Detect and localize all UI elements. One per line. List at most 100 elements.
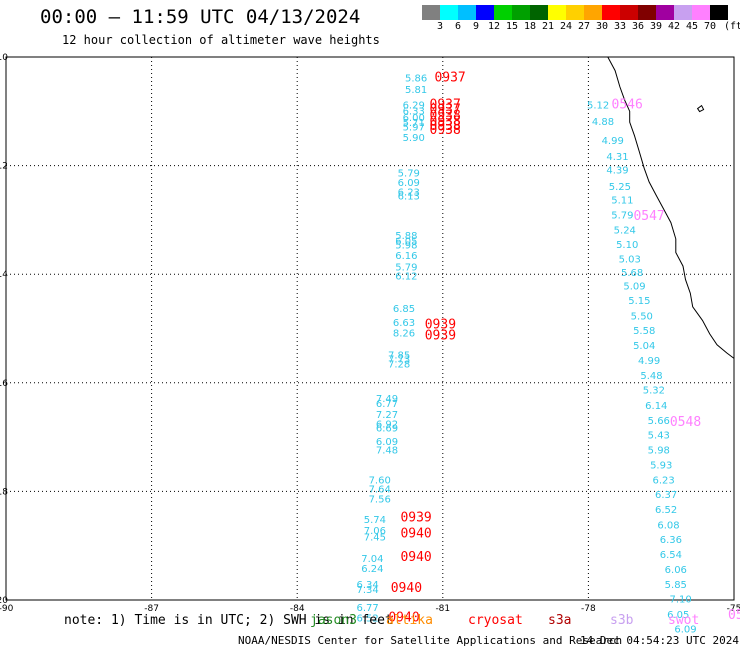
legend-swatch: [458, 5, 476, 20]
legend-label: 42: [667, 21, 681, 32]
wave-height-label: 7.73: [388, 355, 410, 366]
time-label: 0548: [670, 415, 701, 430]
legend-swatch: [512, 5, 530, 20]
wave-height-label: 5.98: [395, 241, 417, 252]
wave-height-label: 6.05: [395, 236, 417, 247]
wave-height-label: 7.48: [376, 445, 398, 456]
legend-swatch: [584, 5, 602, 20]
satellite-name: jason3: [310, 613, 357, 628]
wave-height-label: 5.12: [587, 101, 609, 112]
time-label: 0938: [430, 123, 461, 138]
time-label: 0940: [400, 550, 431, 565]
legend-label: 9: [472, 21, 480, 32]
wave-height-label: 5.98: [648, 445, 670, 456]
legend-label: 39: [649, 21, 663, 32]
wave-height-label: 6.23: [652, 475, 674, 486]
time-label: 0939: [425, 328, 456, 343]
legend-label: 36: [631, 21, 645, 32]
wave-height-label: 5.10: [616, 240, 638, 251]
wave-height-label: 6.09: [674, 625, 696, 636]
wave-height-label: 5.58: [633, 326, 655, 337]
satellite-name: s3b: [610, 613, 634, 628]
legend-label: 33: [613, 21, 627, 32]
wave-height-label: 5.11: [611, 196, 633, 207]
wave-height-label: 7.27: [376, 410, 398, 421]
time-label: 0939: [400, 510, 431, 525]
wave-height-label: 6.16: [395, 251, 417, 262]
legend-swatch: [548, 5, 566, 20]
wave-height-label: 6.29: [403, 101, 425, 112]
wave-height-label: 5.79: [395, 262, 417, 273]
map-grid: [6, 57, 734, 600]
time-label: 0938: [430, 114, 461, 129]
wave-height-label: 6.36: [660, 535, 682, 546]
legend-swatch: [494, 5, 512, 20]
satellite-name: swot: [668, 613, 700, 628]
legend-unit: (ft): [724, 21, 740, 32]
time-label: 0937: [430, 98, 461, 113]
legend-swatch: [710, 5, 728, 20]
time-label: 0546: [612, 98, 643, 113]
lat-tick-label: -10: [0, 53, 8, 63]
satellite-name: altika: [386, 613, 433, 628]
wave-height-label: 6.54: [660, 550, 682, 561]
wave-height-label: 4.39: [606, 166, 628, 177]
wave-height-label: 5.97: [403, 122, 425, 133]
coastline: [607, 56, 735, 359]
wave-height-label: 7.60: [369, 475, 391, 486]
legend-label: 15: [505, 21, 519, 32]
wave-height-label: 5.32: [643, 386, 665, 397]
lat-tick-label: -16: [0, 379, 8, 389]
wave-height-label: 5.43: [648, 431, 670, 442]
wave-height-label: 5.93: [650, 461, 672, 472]
time-label: 0940: [391, 581, 422, 596]
wave-height-label: 5.50: [631, 311, 653, 322]
page-title: 00:00 – 11:59 UTC 04/13/2024: [40, 6, 361, 28]
wave-height-label: 6.52: [655, 505, 677, 516]
wave-height-label: 7.34: [356, 585, 378, 596]
legend-swatch: [638, 5, 656, 20]
legend-swatch: [422, 5, 440, 20]
lat-tick-label: -12: [0, 162, 8, 172]
color-legend: [422, 5, 728, 20]
legend-label: 6: [454, 21, 462, 32]
lon-tick-label: -87: [144, 604, 159, 614]
wave-height-label: 6.06: [665, 565, 687, 576]
wave-height-label: 5.24: [614, 226, 636, 237]
footer-generated-time: 14 Dec 04:54:23 UTC 2024: [580, 634, 739, 647]
wave-height-label: 7.85: [388, 350, 410, 361]
time-label: 0938: [430, 108, 461, 123]
wave-height-labels: 5.865.816.296.336.005.715.975.905.796.09…: [356, 73, 696, 635]
time-label: 0547: [633, 209, 664, 224]
legend-label: 45: [685, 21, 699, 32]
lat-tick-label: -14: [0, 270, 8, 280]
wave-height-label: 8.26: [393, 329, 415, 340]
time-label: 0937: [434, 70, 465, 85]
wave-height-label: 5.09: [623, 281, 645, 292]
wave-height-label: 7.10: [669, 595, 691, 606]
lat-tick-label: -18: [0, 487, 8, 497]
satellite-name: s3a: [548, 613, 572, 628]
time-label: 0940: [388, 611, 419, 626]
wave-height-label: 5.85: [665, 580, 687, 591]
legend-label: 12: [487, 21, 501, 32]
time-label: 0549: [728, 608, 740, 623]
wave-height-label: 4.31: [606, 152, 628, 163]
wave-height-label: 7.45: [364, 532, 386, 543]
legend-swatch: [674, 5, 692, 20]
time-labels: 0937093709370938093809380938093909390939…: [388, 70, 740, 625]
legend-swatch: [692, 5, 710, 20]
page-subtitle: 12 hour collection of altimeter wave hei…: [62, 33, 380, 47]
wave-height-label: 7.06: [364, 526, 386, 537]
wave-height-label: 6.13: [398, 191, 420, 202]
wave-height-label: 5.15: [628, 296, 650, 307]
footer-credit: NOAA/NESDIS Center for Satellite Applica…: [238, 634, 623, 647]
wave-height-label: 6.14: [645, 401, 667, 412]
wave-height-label: 7.49: [376, 394, 398, 405]
wave-height-label: 7.28: [388, 360, 410, 371]
satellite-name: cryosat: [468, 613, 523, 628]
wave-height-label: 5.79: [611, 210, 633, 221]
legend-swatch: [530, 5, 548, 20]
wave-height-label: 6.37: [655, 490, 677, 501]
